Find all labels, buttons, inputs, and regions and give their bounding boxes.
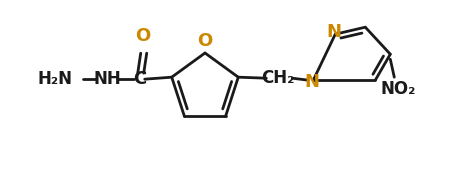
Text: NH: NH bbox=[94, 70, 121, 88]
Text: O: O bbox=[135, 27, 150, 45]
Text: N: N bbox=[305, 73, 320, 91]
Text: NO₂: NO₂ bbox=[381, 80, 416, 98]
Text: C: C bbox=[133, 70, 146, 88]
Text: H₂N: H₂N bbox=[38, 70, 73, 88]
Text: CH₂: CH₂ bbox=[262, 69, 295, 87]
Text: O: O bbox=[198, 32, 212, 50]
Text: N: N bbox=[327, 23, 342, 41]
